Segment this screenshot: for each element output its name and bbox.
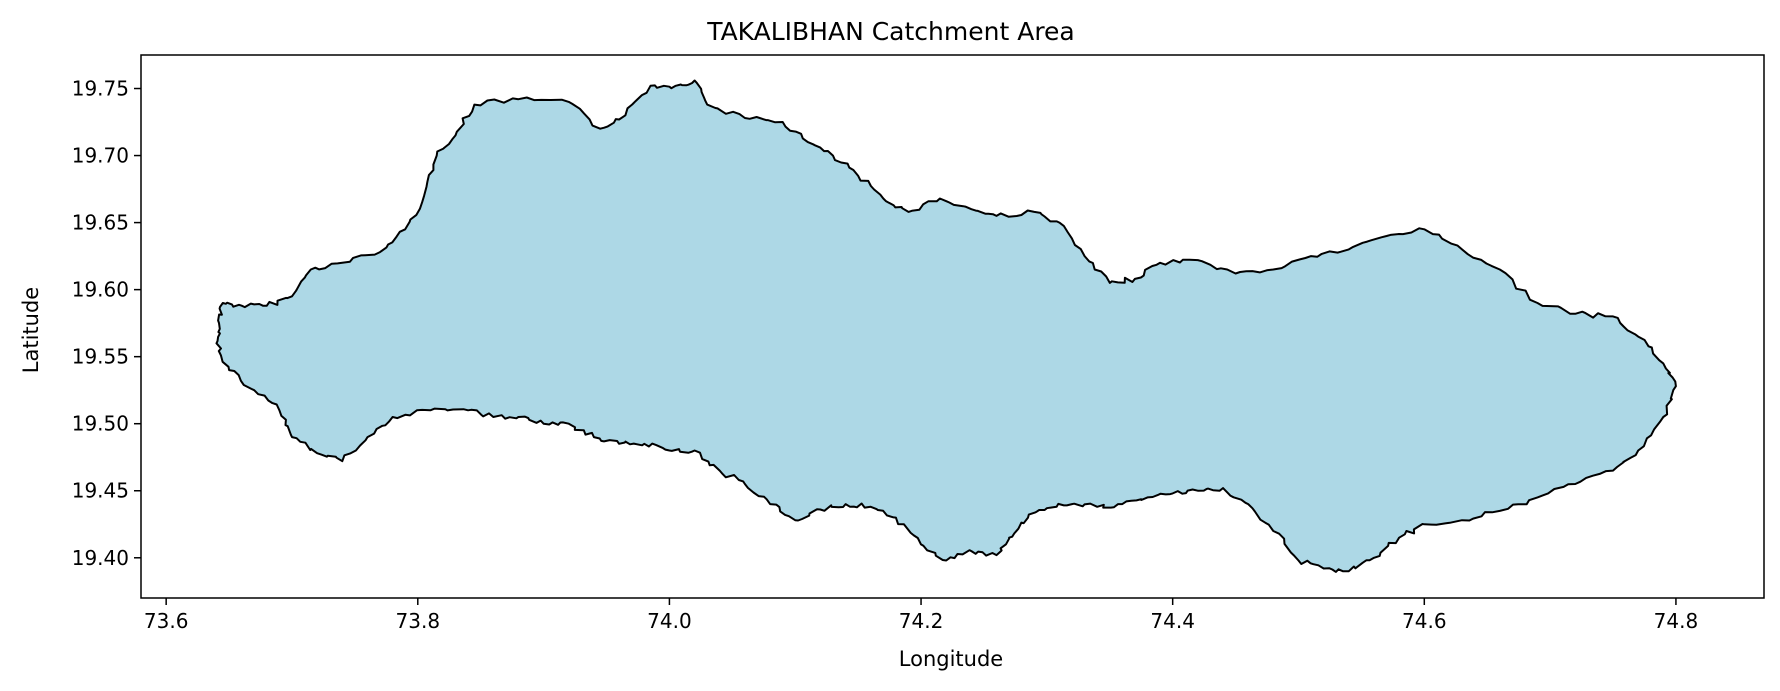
- y-tick-label: 19.55: [72, 345, 129, 369]
- y-tick-label: 19.70: [72, 144, 129, 168]
- y-tick-label: 19.65: [72, 211, 129, 235]
- y-tick-label: 19.60: [72, 278, 129, 302]
- plot-frame: [140, 54, 1765, 599]
- x-tick-label: 74.2: [899, 609, 944, 633]
- catchment-boundary: [215, 79, 1677, 573]
- x-tick-label: 74.4: [1150, 609, 1195, 633]
- x-tick-label: 74.6: [1402, 609, 1447, 633]
- catchment-layer: [215, 79, 1677, 573]
- y-axis: 19.40 19.45 19.50 19.55 19.60 19.65 19.70 19.75: [72, 77, 141, 570]
- y-tick-label: 19.50: [72, 412, 129, 436]
- x-tick-label: 74.8: [1654, 609, 1699, 633]
- y-tick-label: 19.75: [72, 77, 129, 101]
- y-axis-label: Latitude: [19, 287, 43, 373]
- x-tick-label: 74.0: [647, 609, 692, 633]
- chart-title: TAKALIBHAN Catchment Area: [706, 17, 1075, 46]
- y-tick-label: 19.45: [72, 479, 129, 503]
- x-axis: 73.6 73.8 74.0 74.2 74.4 74.6 74.8: [144, 598, 1698, 633]
- y-tick-label: 19.40: [72, 546, 129, 570]
- x-axis-label: Longitude: [899, 647, 1003, 671]
- x-tick-label: 73.8: [396, 609, 441, 633]
- x-tick-label: 73.6: [144, 609, 189, 633]
